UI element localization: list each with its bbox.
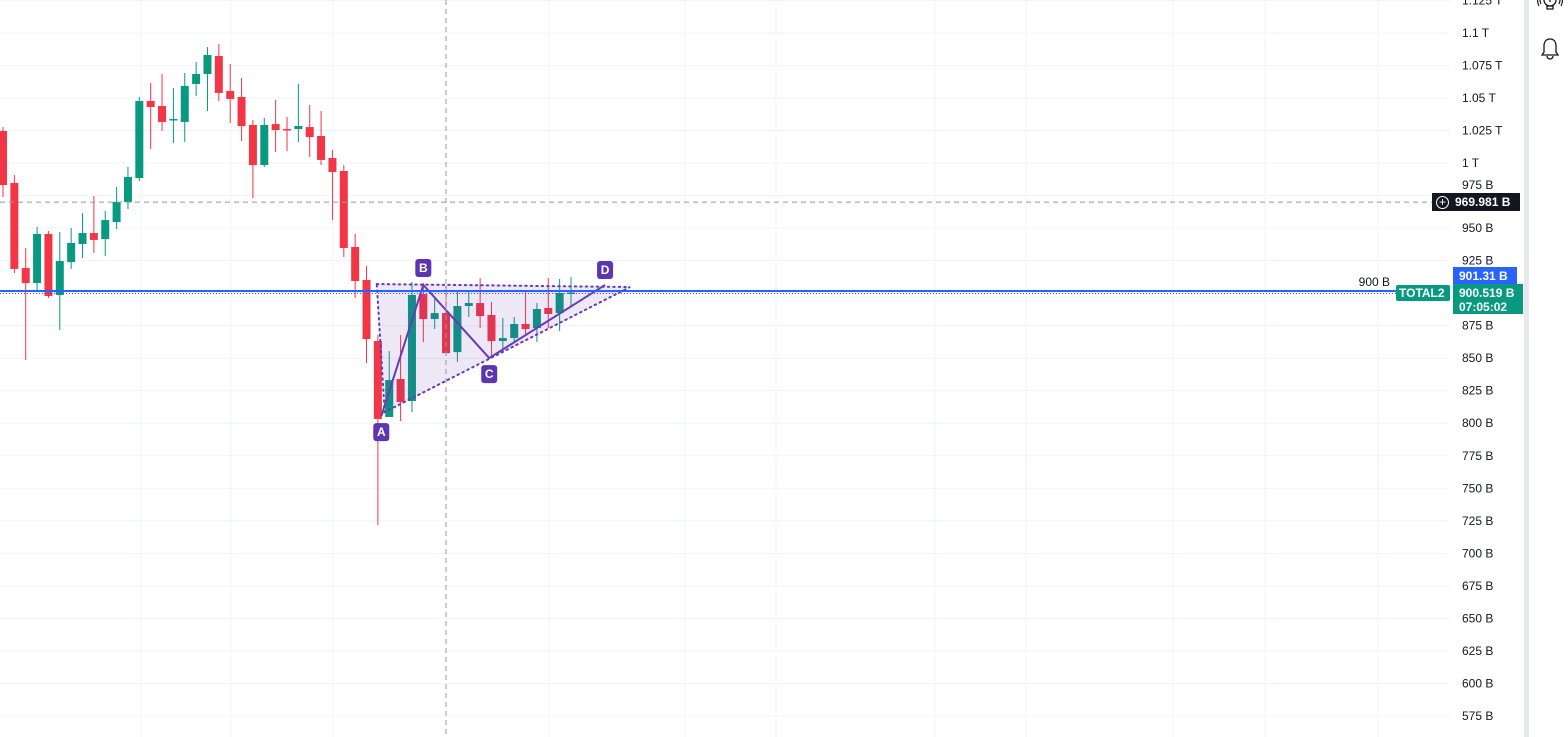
candle-down bbox=[362, 280, 371, 340]
candle-down bbox=[476, 303, 485, 317]
price-tick-label: 825 B bbox=[1462, 384, 1493, 398]
candle-up bbox=[555, 293, 564, 314]
candle-up bbox=[78, 233, 87, 244]
symbol-tag: TOTAL2 bbox=[1396, 285, 1450, 301]
point-label-box bbox=[597, 260, 614, 279]
crosshair-price-label[interactable]: + 969.981 B bbox=[1432, 193, 1520, 211]
price-tick-label: 1.125 T bbox=[1462, 0, 1503, 7]
candle-up bbox=[260, 124, 269, 166]
bell-icon[interactable] bbox=[1536, 35, 1564, 63]
candles bbox=[0, 44, 575, 526]
candle-down bbox=[10, 182, 19, 269]
grid bbox=[0, 0, 1450, 737]
last-price-label: 900.519 B 07:05:02 bbox=[1453, 284, 1523, 314]
price-tick-label: 675 B bbox=[1462, 579, 1493, 593]
candle-up bbox=[498, 338, 507, 342]
candle-down bbox=[158, 105, 167, 122]
candle-up bbox=[192, 73, 201, 84]
bulb-broadcast-icon[interactable] bbox=[1536, 0, 1564, 16]
candle-up bbox=[135, 101, 144, 179]
price-tick-label: 1.1 T bbox=[1462, 26, 1490, 40]
candle-down bbox=[373, 341, 382, 419]
price-tick-label: 850 B bbox=[1462, 351, 1493, 365]
point-label-b: B bbox=[419, 261, 428, 275]
candle-down bbox=[521, 323, 530, 330]
candle-down bbox=[271, 124, 280, 131]
price-tick-label: 575 B bbox=[1462, 709, 1493, 723]
price-tick-label: 750 B bbox=[1462, 481, 1493, 495]
candle-down bbox=[305, 127, 314, 138]
candle-down bbox=[226, 91, 235, 99]
price-axis[interactable]: 1.125 T 1.1 T 1.075 T 1.05 T 1.025 T 1 T 975 B… bbox=[1359, 0, 1504, 723]
candle-down bbox=[146, 101, 155, 108]
candle-up bbox=[101, 220, 110, 240]
price-tick-label: 1.075 T bbox=[1462, 59, 1503, 73]
point-label-d: D bbox=[601, 263, 610, 277]
price-tick-label: 900 B bbox=[1359, 275, 1390, 289]
candle-up bbox=[510, 323, 519, 339]
candle-up bbox=[169, 118, 178, 121]
candle-down bbox=[283, 128, 291, 131]
price-tick-label: 775 B bbox=[1462, 449, 1493, 463]
candle-up bbox=[453, 306, 462, 353]
candle-down bbox=[351, 246, 360, 282]
candle-up bbox=[33, 233, 42, 284]
price-tick-label: 800 B bbox=[1462, 416, 1493, 430]
prev-price-label: 901.31 B bbox=[1453, 267, 1517, 284]
price-tick-label: 1.025 T bbox=[1462, 124, 1503, 138]
candle-up bbox=[112, 201, 121, 223]
candle-up bbox=[55, 261, 64, 295]
candle-down bbox=[44, 233, 53, 297]
candle-up bbox=[123, 176, 132, 202]
price-tick-label: 875 B bbox=[1462, 319, 1493, 333]
candle-down bbox=[214, 56, 223, 93]
point-label-a: A bbox=[377, 425, 386, 439]
candle-down bbox=[487, 315, 496, 342]
last-price-value: 900.519 B bbox=[1459, 286, 1515, 300]
candle-down bbox=[419, 294, 428, 320]
price-tick-label: 1 T bbox=[1462, 156, 1480, 170]
price-tick-label: 625 B bbox=[1462, 644, 1493, 658]
point-label-box bbox=[481, 365, 498, 384]
price-tick-label: 700 B bbox=[1462, 546, 1493, 560]
candle-down bbox=[0, 130, 7, 186]
price-tick-label: 1.05 T bbox=[1462, 91, 1496, 105]
abcd-path bbox=[380, 283, 606, 417]
price-tick-label: 600 B bbox=[1462, 676, 1493, 690]
candle-down bbox=[339, 171, 348, 249]
candle-up bbox=[407, 294, 416, 401]
candle-up bbox=[180, 85, 189, 122]
price-tick-label: 950 B bbox=[1462, 221, 1493, 235]
point-label-box bbox=[415, 258, 432, 277]
candle-down bbox=[237, 96, 246, 127]
add-plus-icon[interactable]: + bbox=[1436, 195, 1449, 209]
price-tick-label: 650 B bbox=[1462, 611, 1493, 625]
price-tick-label: 725 B bbox=[1462, 514, 1493, 528]
point-label-box bbox=[373, 423, 390, 442]
candle-down bbox=[317, 136, 326, 160]
crosshair-price-value: 969.981 B bbox=[1455, 195, 1511, 209]
candle-up bbox=[464, 303, 473, 307]
candle-up bbox=[532, 309, 541, 329]
candle-down bbox=[328, 158, 337, 173]
candle-down bbox=[544, 307, 553, 314]
point-label-c: C bbox=[485, 367, 494, 381]
panel-separator[interactable] bbox=[1524, 0, 1529, 737]
candle-up bbox=[294, 126, 303, 129]
price-lines bbox=[0, 0, 1450, 737]
price-tick-label: 975 B bbox=[1462, 178, 1493, 192]
bar-countdown: 07:05:02 bbox=[1459, 300, 1508, 314]
candle-up bbox=[67, 242, 76, 263]
candle-down bbox=[21, 268, 30, 284]
candle-up bbox=[385, 380, 394, 417]
candle-down bbox=[89, 233, 98, 240]
triangle-pattern-drawing[interactable]: A B C D bbox=[373, 258, 631, 442]
candle-up bbox=[430, 313, 439, 320]
candle-down bbox=[396, 379, 405, 403]
price-tick-label: 925 B bbox=[1462, 254, 1493, 268]
candle-down bbox=[248, 124, 257, 166]
candle-up bbox=[203, 54, 212, 74]
